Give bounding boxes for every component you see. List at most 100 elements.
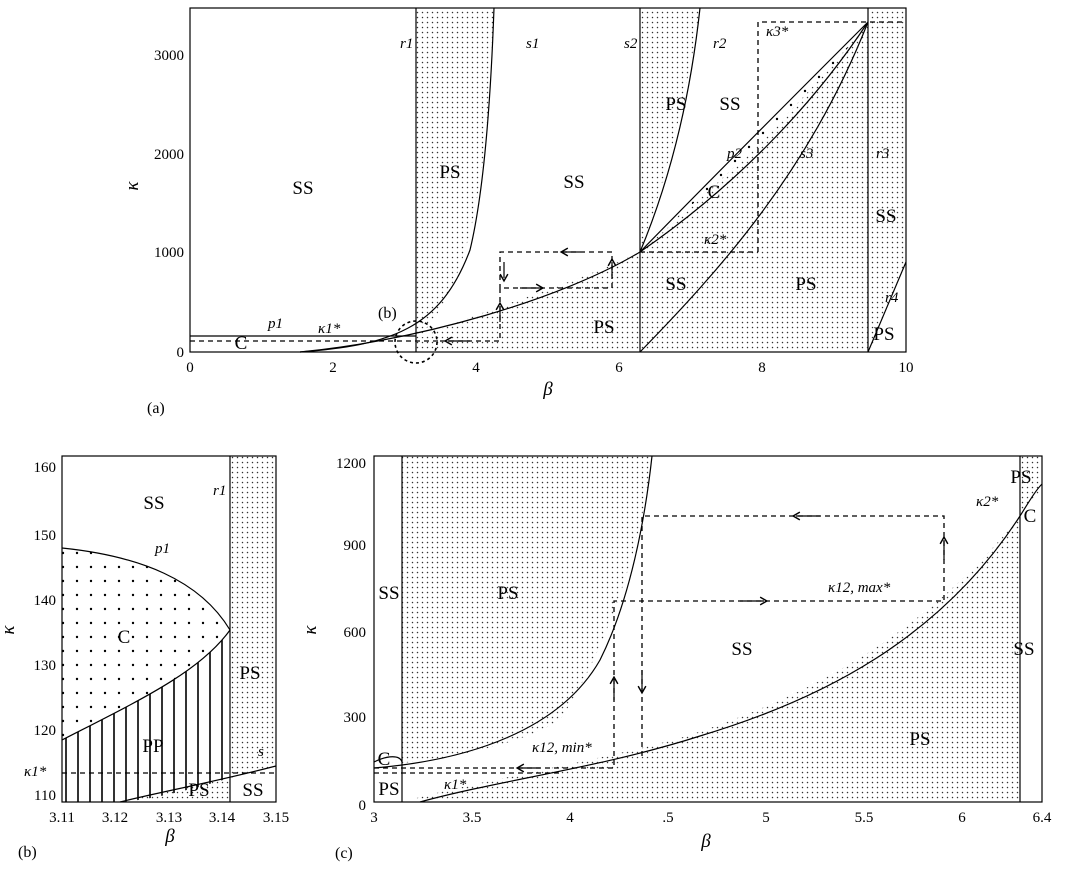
curve-label-b-s: s [258,744,264,760]
kappa-label-c-k1: κ1* [444,777,467,793]
plot-frame-b [61,455,277,803]
y-ticks-b: 110 120 130 140 150 160 [34,460,57,804]
region-label-c-3: PS [909,729,930,750]
curve-label-a-r2: r2 [713,36,727,52]
curve-label-a-r3: r3 [876,146,889,162]
region-label-c-2: SS [731,639,752,660]
y-tick-a-2: 2000 [154,147,184,163]
x-tick-b-0: 3.11 [49,810,75,826]
x-tick-c-2: 4 [566,810,574,826]
region-a-ps-middle [416,8,494,352]
curve-c-lower [419,483,1043,803]
y-tick-c-1: 300 [344,710,367,726]
y-tick-c-3: 900 [344,538,367,554]
region-label-b-1: C [118,627,131,648]
x-tick-a-0: 0 [186,360,194,376]
region-label-b-4: PS [188,780,209,801]
curve-b-s [119,765,277,803]
curve-label-b-r1: r1 [213,483,226,499]
panel-c: 3 3.5 4 .5 5 5.5 6 6.4 0 300 600 900 120… [300,455,1052,862]
region-label-a-1: PS [439,162,460,183]
curve-label-a-s3: s3 [800,146,813,162]
region-label-a-11: C [235,333,248,354]
y-tick-c-4: 1200 [336,456,366,472]
y-tick-b-1: 120 [34,723,57,739]
x-axis-title-a: β [542,379,553,400]
x-tick-a-3: 6 [615,360,623,376]
region-label-a-8: SS [875,206,896,227]
panel-b: 3.11 3.12 3.13 3.14 3.15 110 120 130 140… [0,455,289,861]
region-label-b-5: SS [242,780,263,801]
region-c-ps-lower [402,516,1020,802]
x-axis-title-b: β [164,826,175,847]
curve-label-a-p2: p2 [726,146,743,162]
x-ticks-b: 3.11 3.12 3.13 3.14 3.15 [49,810,289,826]
curve-a-ps-boundary [299,251,641,353]
curve-a-r2 [639,7,701,253]
threshold-a-k3 [757,21,906,252]
curve-label-a-p1: p1 [267,316,283,332]
y-ticks-c: 0 300 600 900 1200 [336,456,366,814]
region-label-a-4: SS [719,94,740,115]
x-tick-a-5: 10 [899,360,914,376]
y-axis-title-b: κ [0,625,19,635]
x-tick-a-2: 4 [472,360,480,376]
curve-label-a-r4: r4 [885,290,899,306]
panel-label-b: (b) [18,844,37,861]
y-axis-title-c: κ [300,625,321,635]
x-tick-c-4: 5 [762,810,770,826]
x-tick-a-4: 8 [758,360,766,376]
x-ticks-c: 3 3.5 4 .5 5 5.5 6 6.4 [370,810,1052,826]
region-label-a-2: SS [563,172,584,193]
x-tick-c-1: 3.5 [463,810,482,826]
y-tick-c-2: 600 [344,625,367,641]
region-label-a-6: SS [665,274,686,295]
y-tick-b-0: 110 [34,788,56,804]
x-tick-c-0: 3 [370,810,378,826]
x-tick-b-3: 3.14 [209,810,236,826]
region-a-ps-corner [868,8,906,352]
x-tick-c-6: 6 [958,810,966,826]
x-tick-c-5: 5.5 [855,810,874,826]
curve-label-a-s2: s2 [624,36,638,52]
region-b-ps-right [230,456,276,778]
y-tick-a-1: 1000 [154,245,184,261]
region-a-ps-band [640,8,700,252]
kappa-label-a-k1: κ1* [318,321,341,337]
region-b-pp [62,630,230,802]
curve-label-b-p1: p1 [154,541,170,557]
kappa-label-a-k3: κ3* [766,24,789,40]
kappa-label-c-min: κ12, min* [532,740,592,756]
region-label-a-7: PS [795,274,816,295]
region-label-c-5: PS [1010,467,1031,488]
region-a-ps-right [640,22,868,352]
region-label-c-6: C [1024,506,1037,527]
region-label-c-0: SS [378,583,399,604]
x-tick-c-7: 6.4 [1033,810,1052,826]
region-label-c-7: C [378,749,391,770]
region-label-c-4: SS [1013,639,1034,660]
curve-label-a-s1: s1 [526,36,539,52]
curve-c-upper [373,455,653,769]
x-tick-a-1: 2 [329,360,337,376]
kappa-label-b-k1: κ1* [24,764,47,780]
y-tick-b-4: 150 [34,528,57,544]
x-tick-b-2: 3.13 [156,810,182,826]
kappa-label-c-max: κ12, max* [828,580,891,596]
region-label-a-10: PS [873,324,894,345]
path-a-cycle [440,251,613,342]
curve-b-p1 [61,547,231,741]
y-tick-a-0: 0 [177,345,185,361]
curve-a-s3 [639,21,869,353]
y-tick-c-0: 0 [359,798,367,814]
region-label-a-9: PS [665,94,686,115]
inset-marker-label: (b) [378,305,397,322]
x-axis-title-c: β [700,831,711,852]
y-axis-title-a: κ [122,181,143,191]
x-tick-b-4: 3.15 [263,810,289,826]
x-ticks-a: 0 2 4 6 8 10 [186,360,913,376]
y-tick-b-5: 160 [34,460,57,476]
panel-a: (b) 0 2 4 6 8 10 0 1000 2000 3000 β κ (a… [122,7,914,417]
y-tick-b-3: 140 [34,593,57,609]
